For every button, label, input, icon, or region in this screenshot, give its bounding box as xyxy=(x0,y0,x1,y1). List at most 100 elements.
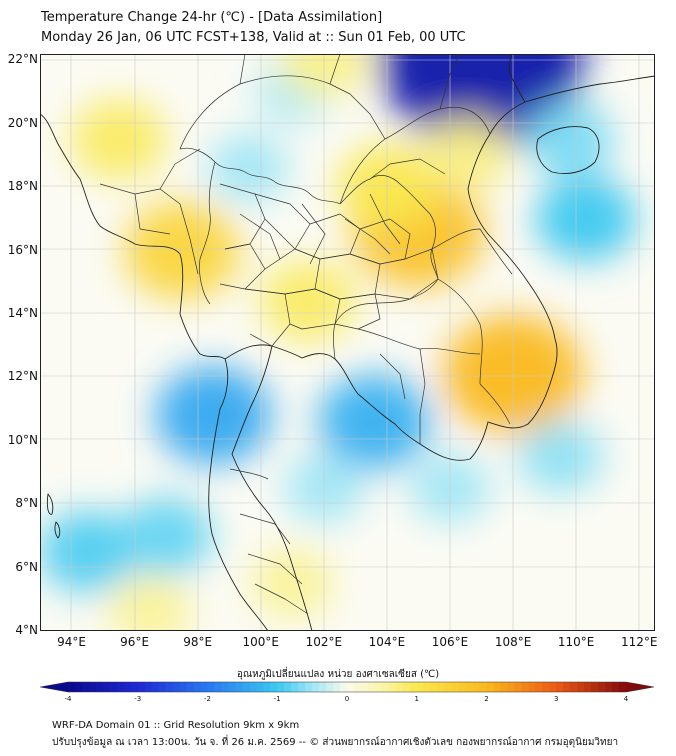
colorbar-cell xyxy=(228,682,236,692)
anomaly-warm-malay xyxy=(250,547,335,620)
colorbar-cell xyxy=(353,682,362,692)
colorbar-cell xyxy=(68,682,76,692)
colorbar-cell xyxy=(465,682,473,692)
colorbar-cell xyxy=(305,682,313,692)
colorbar-cell xyxy=(528,682,536,692)
colorbar-cell xyxy=(381,682,390,692)
lon-label: 100°E xyxy=(242,635,280,649)
lon-label: 104°E xyxy=(368,635,406,649)
colorbar-cell xyxy=(577,682,585,692)
colorbar-cell xyxy=(270,682,278,692)
anomaly-warm-myanmar-west xyxy=(123,201,240,300)
colorbar-tick-label: 3 xyxy=(554,695,559,703)
province-borders xyxy=(99,54,513,615)
colorbar-cell xyxy=(556,682,564,692)
anomaly-cold-south-china-sea xyxy=(535,176,636,262)
colorbar-cell xyxy=(493,682,501,692)
colorbar-cell xyxy=(374,682,383,692)
colorbar-tick-label: 4 xyxy=(623,695,629,703)
colorbar-cell xyxy=(591,682,599,692)
anomaly-cold-east-sea xyxy=(518,420,603,493)
colorbar-cell xyxy=(437,682,446,692)
lat-label: 16°N xyxy=(7,242,38,257)
anomaly-cold-andaman-south xyxy=(40,510,136,593)
map-title: Temperature Change 24-hr (℃) - [Data Ass… xyxy=(41,10,383,25)
lat-label: 20°N xyxy=(7,115,38,130)
colorbar-cell xyxy=(430,682,439,692)
colorbar-cell xyxy=(207,682,215,692)
lat-label: 14°N xyxy=(7,305,38,320)
colorbar-cell xyxy=(137,682,146,692)
anomaly-cold-gulf-thailand xyxy=(318,374,431,470)
anomaly-cold-hainan xyxy=(525,102,614,177)
colorbar-cell xyxy=(347,682,355,692)
colorbar-cell xyxy=(458,682,466,692)
lon-label: 94°E xyxy=(57,635,86,649)
colorbar-cell xyxy=(284,682,292,692)
colorbar-cell xyxy=(242,682,250,692)
colorbar-label: อุณหภูมิเปลี่ยนแปลง หน่วย องศาเซลเซียส (… xyxy=(236,669,440,680)
footer-line-1: WRF-DA Domain 01 :: Grid Resolution 9km … xyxy=(52,720,300,731)
colorbar-cell xyxy=(312,682,320,692)
lon-label: 110°E xyxy=(557,635,595,649)
colorbar-cell xyxy=(619,682,627,692)
colorbar-cell xyxy=(612,682,620,692)
colorbar-cell xyxy=(605,682,613,692)
colorbar-cell xyxy=(367,682,376,692)
map-subtitle: Monday 26 Jan, 06 UTC FCST+138, Valid at… xyxy=(41,30,466,45)
colorbar-cell xyxy=(298,682,306,692)
colorbar-cell xyxy=(409,682,418,692)
colorbar-cell xyxy=(81,682,90,692)
colorbar-cell xyxy=(249,682,257,692)
colorbar-cell xyxy=(388,682,397,692)
colorbar-cell xyxy=(340,682,348,692)
colorbar-cell xyxy=(500,682,508,692)
footer-line-2: ปรับปรุงข้อมูล ณ เวลา 13:00น. วัน จ. ที่… xyxy=(52,737,619,748)
colorbar-cell xyxy=(584,682,592,692)
map-frame xyxy=(40,54,655,631)
colorbar-cell xyxy=(193,682,201,692)
colorbar-tick-label: 2 xyxy=(484,695,489,703)
colorbar-cell xyxy=(158,682,167,692)
anomaly-warm-sumatra xyxy=(108,576,193,631)
colorbar-cell xyxy=(277,682,285,692)
lat-label: 6°N xyxy=(15,559,38,574)
anomaly-warm-myanmar-north xyxy=(70,98,167,181)
colorbar-cell xyxy=(395,682,404,692)
colorbar-tick-label: 1 xyxy=(414,695,419,703)
colorbar-cell xyxy=(563,682,571,692)
colorbar-cell xyxy=(179,682,187,692)
colorbar-cell xyxy=(200,682,208,692)
colorbar-cell xyxy=(451,682,460,692)
anomaly-cold-andaman xyxy=(155,366,272,465)
lon-label: 98°E xyxy=(183,635,213,649)
lon-label: 106°E xyxy=(431,635,469,649)
colorbar-cell xyxy=(235,682,243,692)
colorbar-cell xyxy=(444,682,453,692)
colorbar-tick-label: -1 xyxy=(273,695,281,703)
colorbar-cell xyxy=(221,682,229,692)
colorbar-cell xyxy=(74,682,83,692)
anomaly-cold-malay-west xyxy=(120,496,213,575)
temperature-field xyxy=(40,54,636,631)
colorbar-cell xyxy=(130,682,139,692)
colorbar-cell xyxy=(402,682,411,692)
colorbar-cell xyxy=(165,682,174,692)
colorbar-cell xyxy=(319,682,327,692)
colorbar-cell xyxy=(542,682,550,692)
colorbar-cell xyxy=(144,682,153,692)
colorbar-cell xyxy=(507,682,515,692)
lat-label: 22°N xyxy=(7,52,38,67)
colorbar-tick-label: -4 xyxy=(64,695,72,703)
colorbar-cell xyxy=(172,682,181,692)
gridlines xyxy=(40,54,655,631)
colorbar-cell xyxy=(423,682,432,692)
colorbar-cell xyxy=(514,682,522,692)
lat-label: 10°N xyxy=(7,432,38,447)
colorbar xyxy=(40,681,654,693)
colorbar-tick-label: -2 xyxy=(204,695,211,703)
colorbar-cell xyxy=(333,682,341,692)
colorbar-cell xyxy=(263,682,271,692)
colorbar-cell xyxy=(186,682,194,692)
anomaly-warm-central-thailand xyxy=(260,260,357,343)
